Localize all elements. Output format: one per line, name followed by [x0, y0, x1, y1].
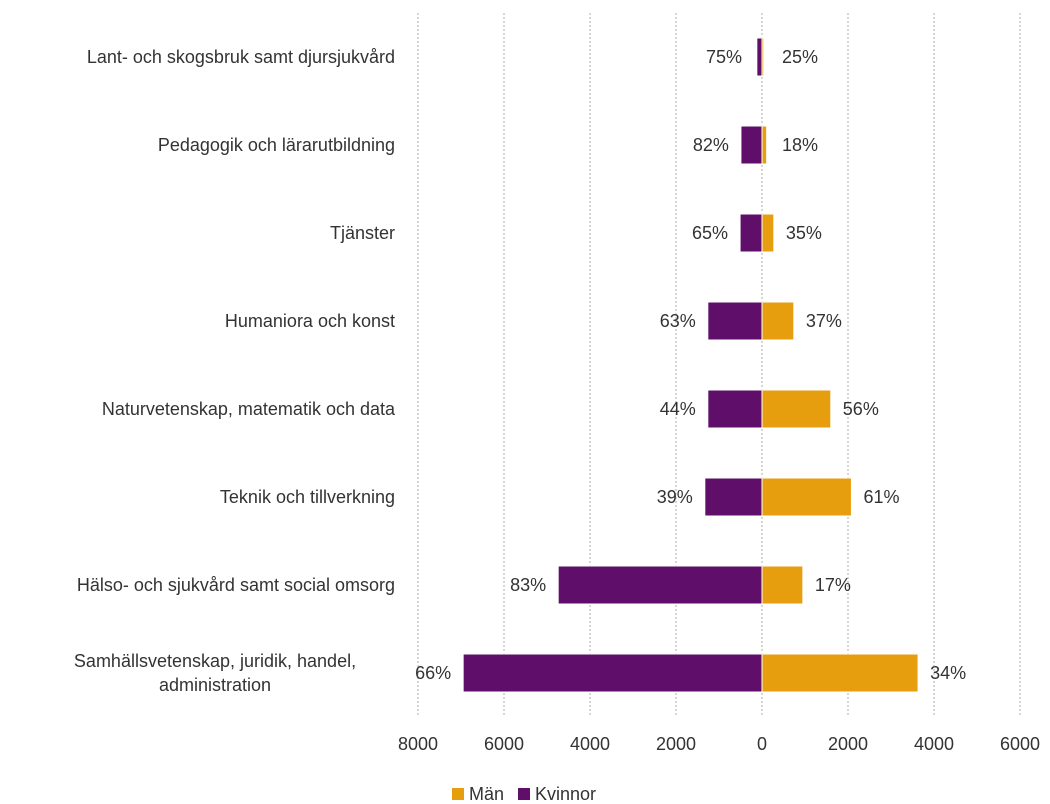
x-tick-label: 0 — [757, 734, 767, 754]
category-text: Teknik och tillverkning — [219, 487, 395, 507]
bar — [761, 389, 832, 429]
data-label: 35% — [786, 223, 822, 243]
data-label: 66% — [415, 663, 451, 683]
data-label: 34% — [930, 663, 966, 683]
x-tick-label: 6000 — [484, 734, 524, 754]
x-tick-label: 4000 — [570, 734, 610, 754]
data-label: 65% — [692, 223, 728, 243]
bar — [739, 213, 763, 253]
x-tick-label: 4000 — [914, 734, 954, 754]
bar — [707, 301, 763, 341]
category-text: Samhällsvetenskap, juridik, handel, admi… — [73, 651, 357, 695]
data-label: 39% — [657, 487, 693, 507]
category-label: Hälso- och sjukvård samt social omsorg — [0, 541, 395, 629]
data-label: 61% — [863, 487, 899, 507]
x-tick-label: 2000 — [828, 734, 868, 754]
data-label: 56% — [843, 399, 879, 419]
category-label: Teknik och tillverkning — [0, 453, 395, 541]
legend-swatch — [518, 788, 531, 800]
bar — [761, 565, 804, 605]
bar — [761, 213, 775, 253]
legend-label: Män — [469, 784, 504, 804]
x-tick-label: 8000 — [398, 734, 438, 754]
category-text: Tjänster — [329, 223, 395, 243]
bar — [707, 389, 763, 429]
bar — [761, 653, 919, 693]
data-label: 18% — [782, 135, 818, 155]
data-label: 37% — [806, 311, 842, 331]
data-label: 17% — [815, 575, 851, 595]
data-label: 25% — [782, 47, 818, 67]
category-label: Tjänster — [0, 189, 395, 277]
data-label: 75% — [706, 47, 742, 67]
category-label: Naturvetenskap, matematik och data — [0, 365, 395, 453]
x-tick-label: 6000 — [1000, 734, 1040, 754]
data-label: 63% — [660, 311, 696, 331]
category-text: Humaniora och konst — [224, 311, 395, 331]
x-tick-label: 2000 — [656, 734, 696, 754]
legend-swatch — [452, 788, 464, 800]
bar — [761, 125, 768, 165]
data-label: 44% — [660, 399, 696, 419]
bar — [704, 477, 763, 517]
category-label: Pedagogik och lärarutbildning — [0, 101, 395, 189]
category-text: Lant- och skogsbruk samt djursjukvård — [86, 47, 395, 67]
legend-label: Kvinnor — [535, 784, 596, 804]
category-text: Naturvetenskap, matematik och data — [101, 399, 395, 419]
category-text: Hälso- och sjukvård samt social omsorg — [76, 575, 395, 595]
data-label: 82% — [693, 135, 729, 155]
bar — [761, 477, 852, 517]
category-text: Pedagogik och lärarutbildning — [157, 135, 395, 155]
bar — [557, 565, 763, 605]
bar — [756, 37, 763, 77]
category-label: Samhällsvetenskap, juridik, handel, admi… — [0, 629, 395, 717]
data-label: 83% — [510, 575, 546, 595]
bar — [740, 125, 763, 165]
category-label: Lant- och skogsbruk samt djursjukvård — [0, 13, 395, 101]
category-label: Humaniora och konst — [0, 277, 395, 365]
bar — [761, 301, 795, 341]
bar — [462, 653, 763, 693]
